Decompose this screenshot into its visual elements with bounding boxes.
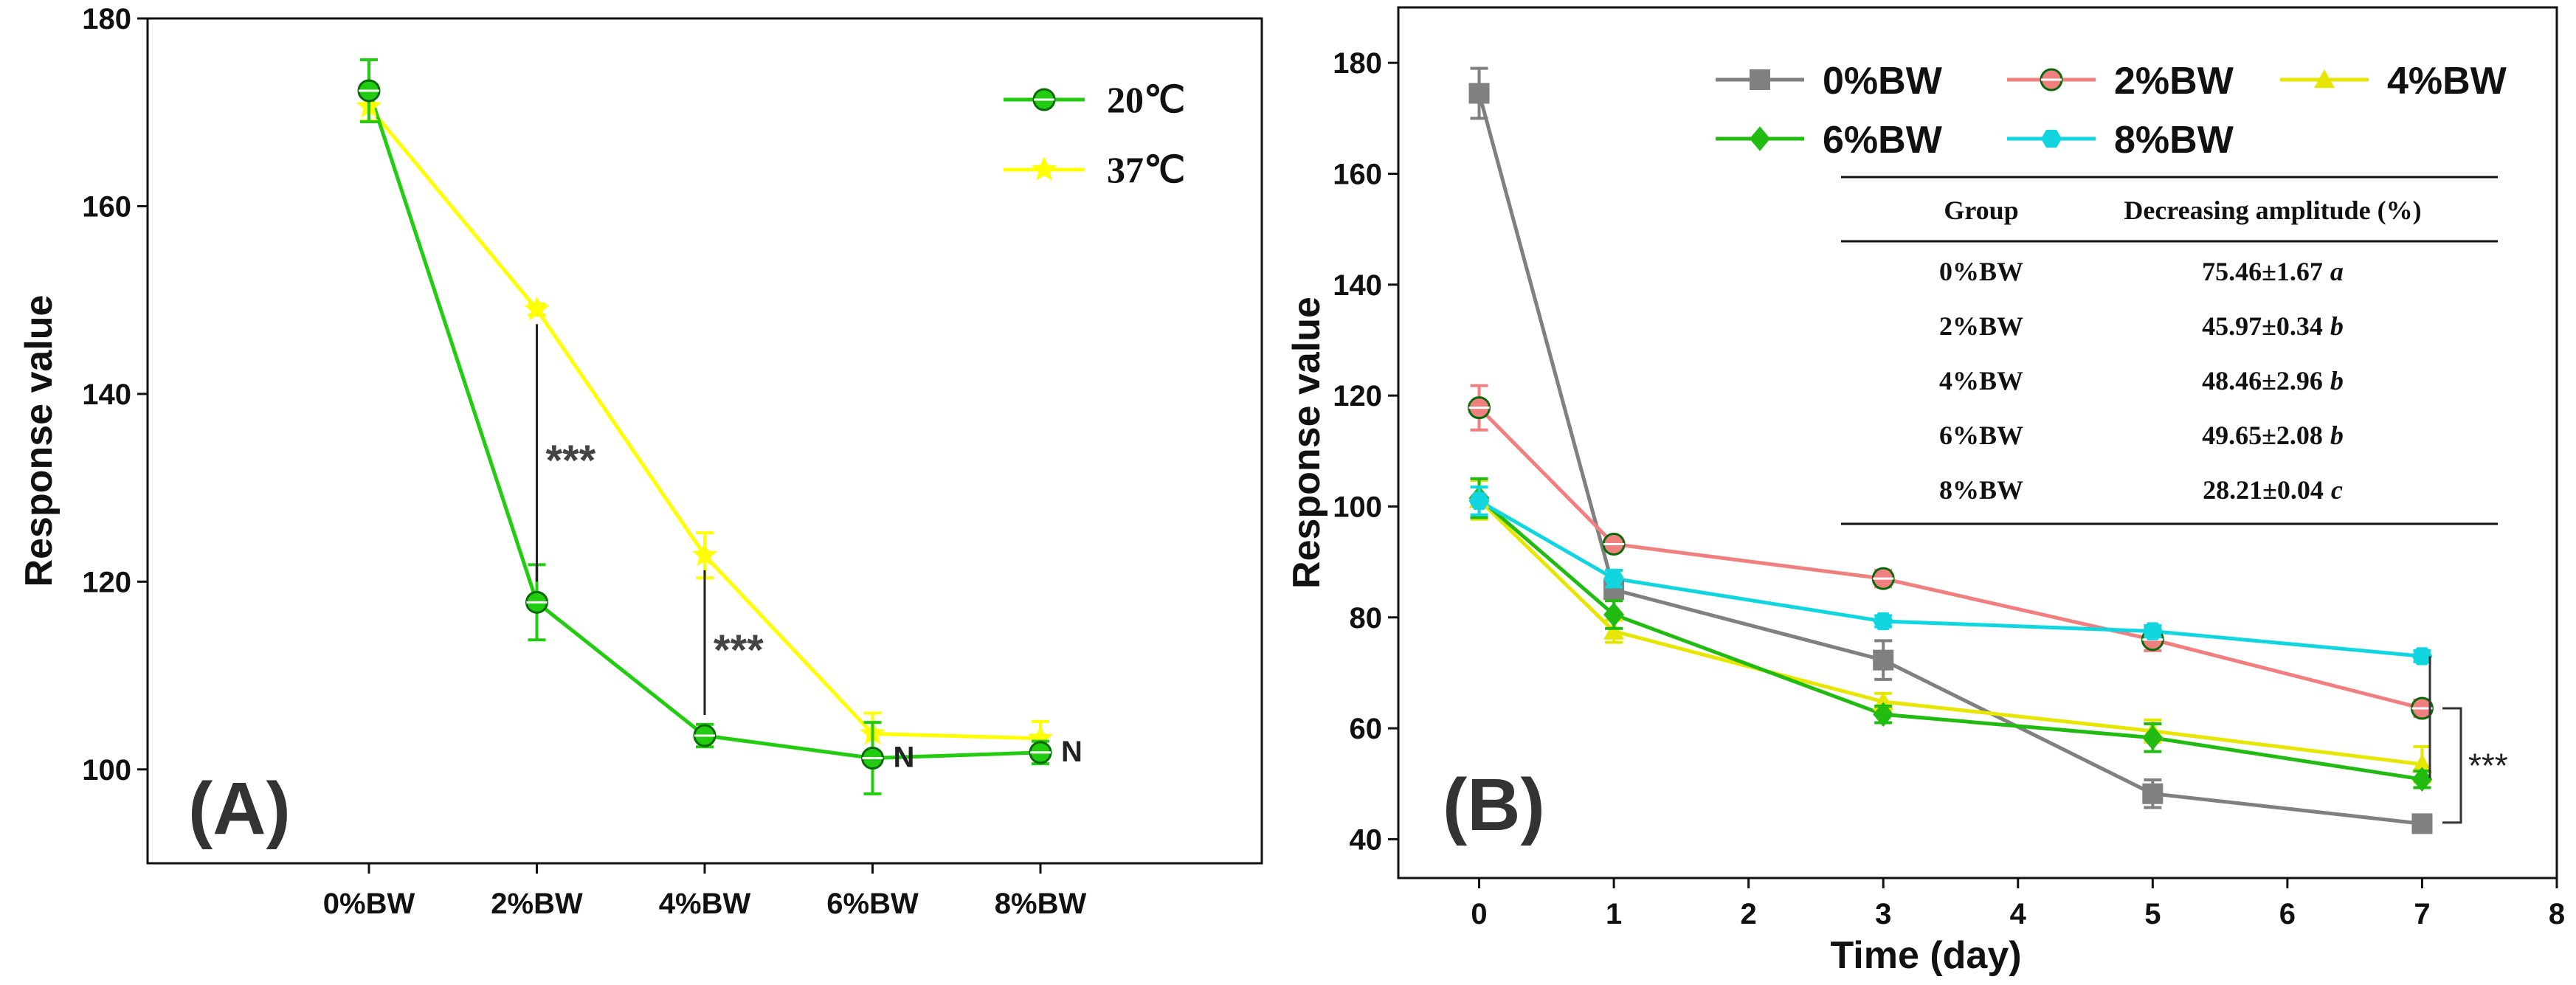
x-tick-label-b: 4 (2010, 898, 2027, 930)
x-tick-label-b: 8 (2549, 898, 2565, 930)
table-letter: b (2330, 366, 2344, 395)
y-tick-label-b: 180 (1333, 47, 1382, 80)
panel-label-a: (A) (188, 767, 291, 850)
y-tick-label-a: 140 (82, 379, 131, 411)
significance-label: *** (714, 626, 764, 674)
x-tick-label-b: 0 (1471, 898, 1487, 930)
legend-label: 0%BW (1823, 60, 1943, 103)
panel-a: 100 120 140 160 180 0%BW 2%BW 4%BW 6%BW 8%BW Respo… (18, 3, 1263, 920)
significance-bracket (2442, 707, 2462, 824)
table-cell-group: 6%BW (1939, 421, 2023, 450)
ns-label: N (1061, 736, 1082, 768)
table-header: Decreasing amplitude (%) (2124, 196, 2421, 225)
x-tick-label-b: 3 (1875, 898, 1891, 930)
table-cell-group: 8%BW (1939, 475, 2023, 505)
ns-label: N (894, 742, 915, 774)
table-header: Group (1944, 196, 2018, 225)
data-point (1468, 83, 1490, 104)
table-cell-value: 45.97±0.34 b (2202, 311, 2344, 341)
data-point (2142, 622, 2164, 640)
table-letter: a (2330, 257, 2344, 286)
table-cell-value: 48.46±2.96 b (2202, 366, 2344, 395)
data-point (2411, 647, 2433, 666)
table-letter: b (2330, 311, 2344, 341)
legend-label: 2%BW (2114, 60, 2234, 103)
table-cell-value: 28.21±0.04 c (2203, 475, 2343, 505)
x-tick-label-a: 8%BW (995, 888, 1087, 920)
table-letter: c (2331, 475, 2343, 505)
data-point (1603, 621, 1625, 640)
table-cell-value: 75.46±1.67 a (2202, 257, 2344, 286)
x-tick-label-b: 2 (1741, 898, 1757, 930)
y-tick-label-a: 120 (82, 566, 131, 598)
y-tick-label-a: 160 (82, 190, 131, 223)
x-tick-label-a: 0%BW (323, 888, 415, 920)
table-value: 28.21±0.04 (2203, 475, 2324, 505)
x-tick-label-b: 7 (2414, 898, 2430, 930)
legend-label: 20℃ (1107, 79, 1185, 120)
data-point (524, 296, 550, 320)
legend-marker (1031, 156, 1057, 181)
panel-label-b: (B) (1443, 764, 1545, 846)
data-point (1873, 612, 1894, 631)
y-axis-label-b: Response value (1285, 297, 1328, 589)
plot-frame-b (1397, 6, 2558, 879)
legend-label: 6%BW (1823, 119, 1943, 162)
data-point (2411, 767, 2433, 792)
legend-marker (1750, 69, 1770, 90)
data-point (2411, 813, 2433, 834)
table-value: 45.97±0.34 (2202, 311, 2323, 341)
legend-label: 37℃ (1107, 149, 1185, 190)
legend-marker (2314, 69, 2335, 89)
table-cell-group: 2%BW (1939, 311, 2023, 341)
significance-label: *** (2468, 746, 2508, 784)
x-axis-label-b: Time (day) (1830, 934, 2021, 977)
data-point (2142, 783, 2164, 804)
y-axis-label-a: Response value (18, 295, 61, 587)
data-point (2411, 753, 2433, 773)
y-tick-label-b: 120 (1333, 380, 1382, 412)
data-point (1873, 649, 1894, 671)
x-tick-label-a: 2%BW (491, 888, 583, 920)
data-point (691, 542, 718, 567)
data-point (1603, 602, 1625, 627)
legend-label: 4%BW (2387, 60, 2507, 103)
panel-b: 40 60 80 100 120 140 160 180 0 1 2 3 4 5 6 7 8 Time (day)… (1285, 6, 2565, 977)
y-tick-label-b: 60 (1350, 713, 1383, 745)
y-tick-label-a: 180 (82, 3, 131, 35)
significance-label: *** (546, 437, 596, 485)
y-tick-label-b: 160 (1333, 158, 1382, 190)
table-letter: b (2330, 421, 2344, 450)
legend-marker (1750, 126, 1770, 151)
data-point (2142, 725, 2164, 750)
legend-marker (2041, 129, 2062, 148)
y-tick-label-b: 100 (1333, 491, 1382, 523)
x-tick-label-b: 5 (2144, 898, 2161, 930)
data-point (1468, 491, 1490, 510)
y-tick-label-b: 40 (1350, 823, 1383, 856)
table-value: 48.46±2.96 (2202, 366, 2323, 395)
table-value: 75.46±1.67 (2202, 257, 2323, 286)
table-cell-value: 49.65±2.08 b (2202, 421, 2344, 450)
data-point (1873, 702, 1894, 727)
x-tick-label-a: 6%BW (826, 888, 919, 920)
legend-label: 8%BW (2114, 119, 2234, 162)
y-tick-label-a: 100 (82, 754, 131, 787)
x-tick-label-a: 4%BW (659, 888, 751, 920)
table-cell-group: 0%BW (1939, 257, 2023, 286)
series-line-2%BW (1477, 406, 2423, 711)
table-value: 49.65±2.08 (2202, 421, 2323, 450)
data-point (1603, 570, 1625, 588)
y-tick-label-b: 80 (1350, 602, 1383, 635)
x-tick-label-b: 6 (2279, 898, 2296, 930)
x-tick-label-b: 1 (1606, 898, 1622, 930)
y-tick-label-b: 140 (1333, 269, 1382, 302)
table-cell-group: 4%BW (1939, 366, 2023, 395)
